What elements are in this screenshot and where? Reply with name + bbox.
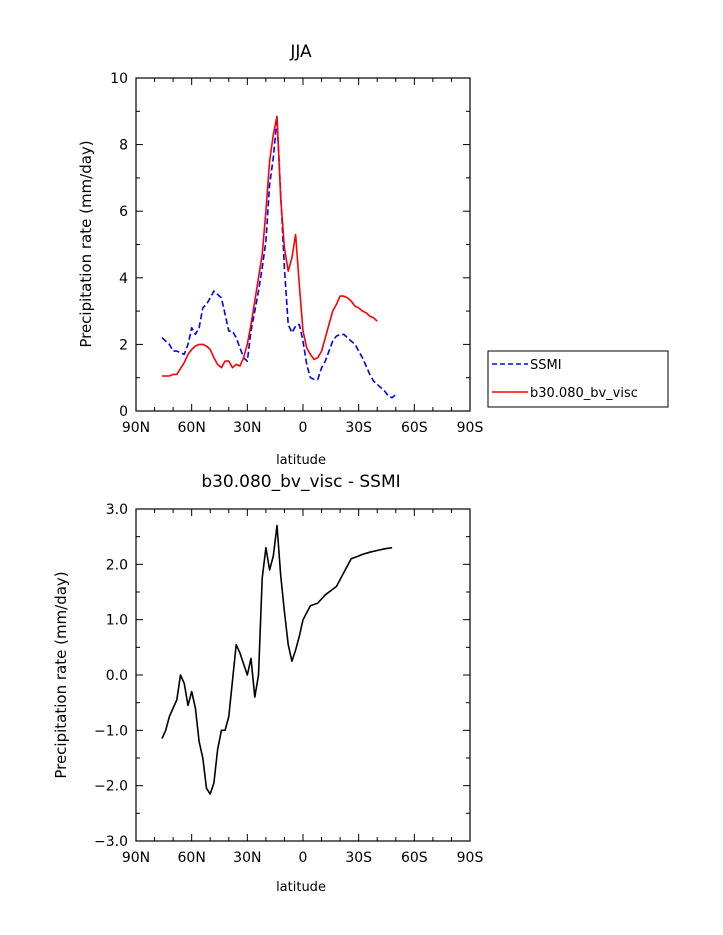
chart-title-bottom: b30.080_bv_visc - SSMI (201, 472, 400, 492)
y-tick-label-bottom: −3.0 (94, 834, 128, 850)
x-tick-label-top: 0 (299, 420, 308, 436)
x-tick-label-bottom: 0 (299, 850, 308, 866)
x-tick-label-bottom: 90S (457, 850, 484, 866)
y-tick-label-bottom: 0.0 (106, 668, 128, 684)
x-tick-label-top: 90N (122, 420, 150, 436)
difference-panel-bottom: b30.080_bv_visc - SSMI 90N 60N 30N 0 30S 60S 9… (52, 472, 483, 895)
x-tick-label-top: 60N (178, 420, 206, 436)
y-axis-label-bottom: Precipitation rate (mm/day) (52, 571, 70, 778)
x-tick-label-bottom: 90N (122, 850, 150, 866)
x-tick-label-top: 60S (401, 420, 428, 436)
x-tick-label-top: 30N (233, 420, 261, 436)
y-tick-label-bottom: 1.0 (106, 613, 128, 629)
y-tick-label-top: 2 (119, 337, 128, 353)
x-axis-label-bottom: latitude (276, 880, 326, 895)
x-tick-label-bottom: 60S (401, 850, 428, 866)
y-tick-label-bottom: −1.0 (94, 723, 128, 739)
plot-frame-bottom (135, 508, 471, 842)
axis-ticks-bottom: 90N 60N 30N 0 30S 60S 90S −3.0 −2.0 −1.0 0.0 1.0 2.0… (94, 502, 483, 866)
chart-title-top: JJA (289, 42, 312, 62)
y-tick-label-bottom: 2.0 (106, 557, 128, 573)
legend-label-ssmi: SSMI (530, 358, 562, 373)
y-tick-label-top: 0 (119, 404, 128, 420)
x-tick-label-top: 90S (457, 420, 484, 436)
series-lines-bottom (161, 524, 393, 795)
legend-label-model: b30.080_bv_visc (530, 386, 638, 401)
y-tick-label-top: 6 (119, 204, 128, 220)
x-tick-label-bottom: 60N (178, 850, 206, 866)
plot-frame-top (135, 77, 471, 412)
x-tick-label-top: 30S (345, 420, 372, 436)
y-tick-label-bottom: 3.0 (106, 502, 128, 518)
legend-box (487, 350, 669, 408)
x-axis-label-top: latitude (276, 453, 326, 468)
y-tick-label-bottom: −2.0 (94, 779, 128, 795)
axis-ticks-top: 90N 60N 30N 0 30S 60S 90S 0 2 4 6 8 10 (110, 71, 483, 436)
y-tick-label-top: 8 (119, 138, 128, 154)
series-line-difference (161, 524, 393, 795)
x-tick-label-bottom: 30N (233, 850, 261, 866)
y-tick-label-top: 10 (110, 71, 128, 87)
series-lines-top (161, 115, 397, 399)
legend: SSMI b30.080_bv_visc (487, 350, 669, 408)
series-line-b30-080-bv-visc (162, 115, 378, 377)
y-axis-label-top: Precipitation rate (mm/day) (77, 140, 95, 347)
x-tick-label-bottom: 30S (345, 850, 372, 866)
y-tick-label-top: 4 (119, 271, 128, 287)
